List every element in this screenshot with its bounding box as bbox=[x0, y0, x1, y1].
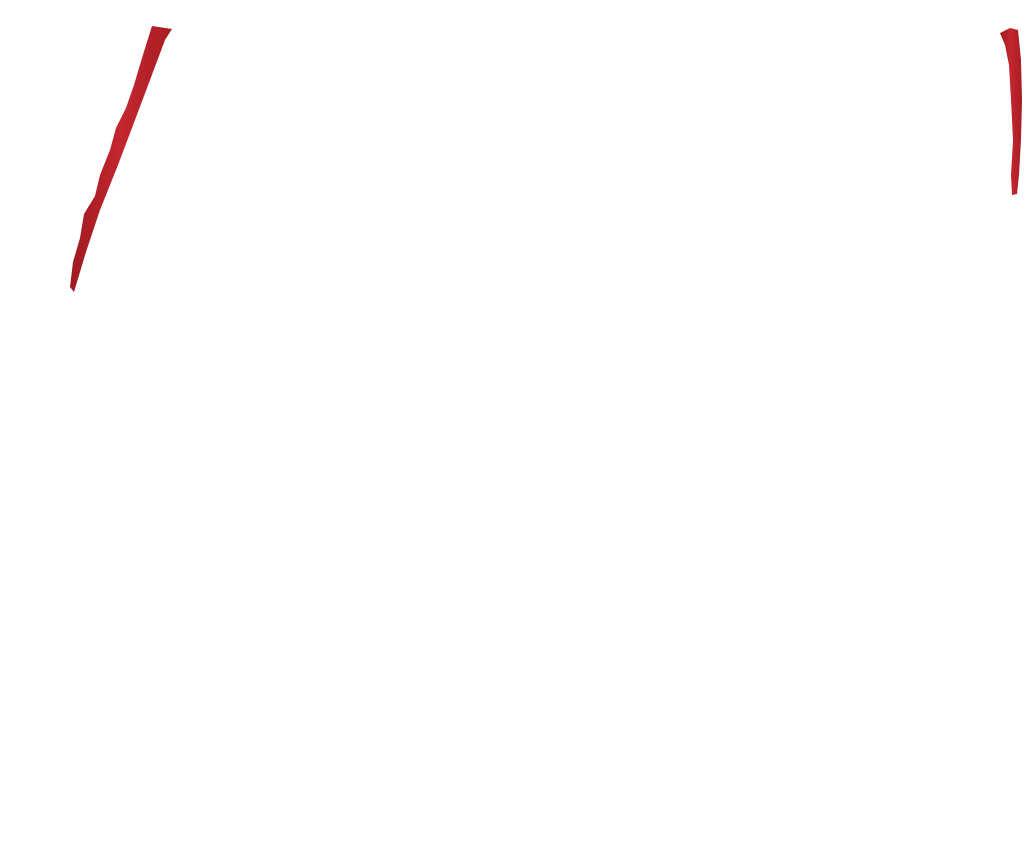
brush-stroke-right bbox=[1000, 28, 1022, 195]
brush-stroke-left bbox=[70, 26, 172, 292]
